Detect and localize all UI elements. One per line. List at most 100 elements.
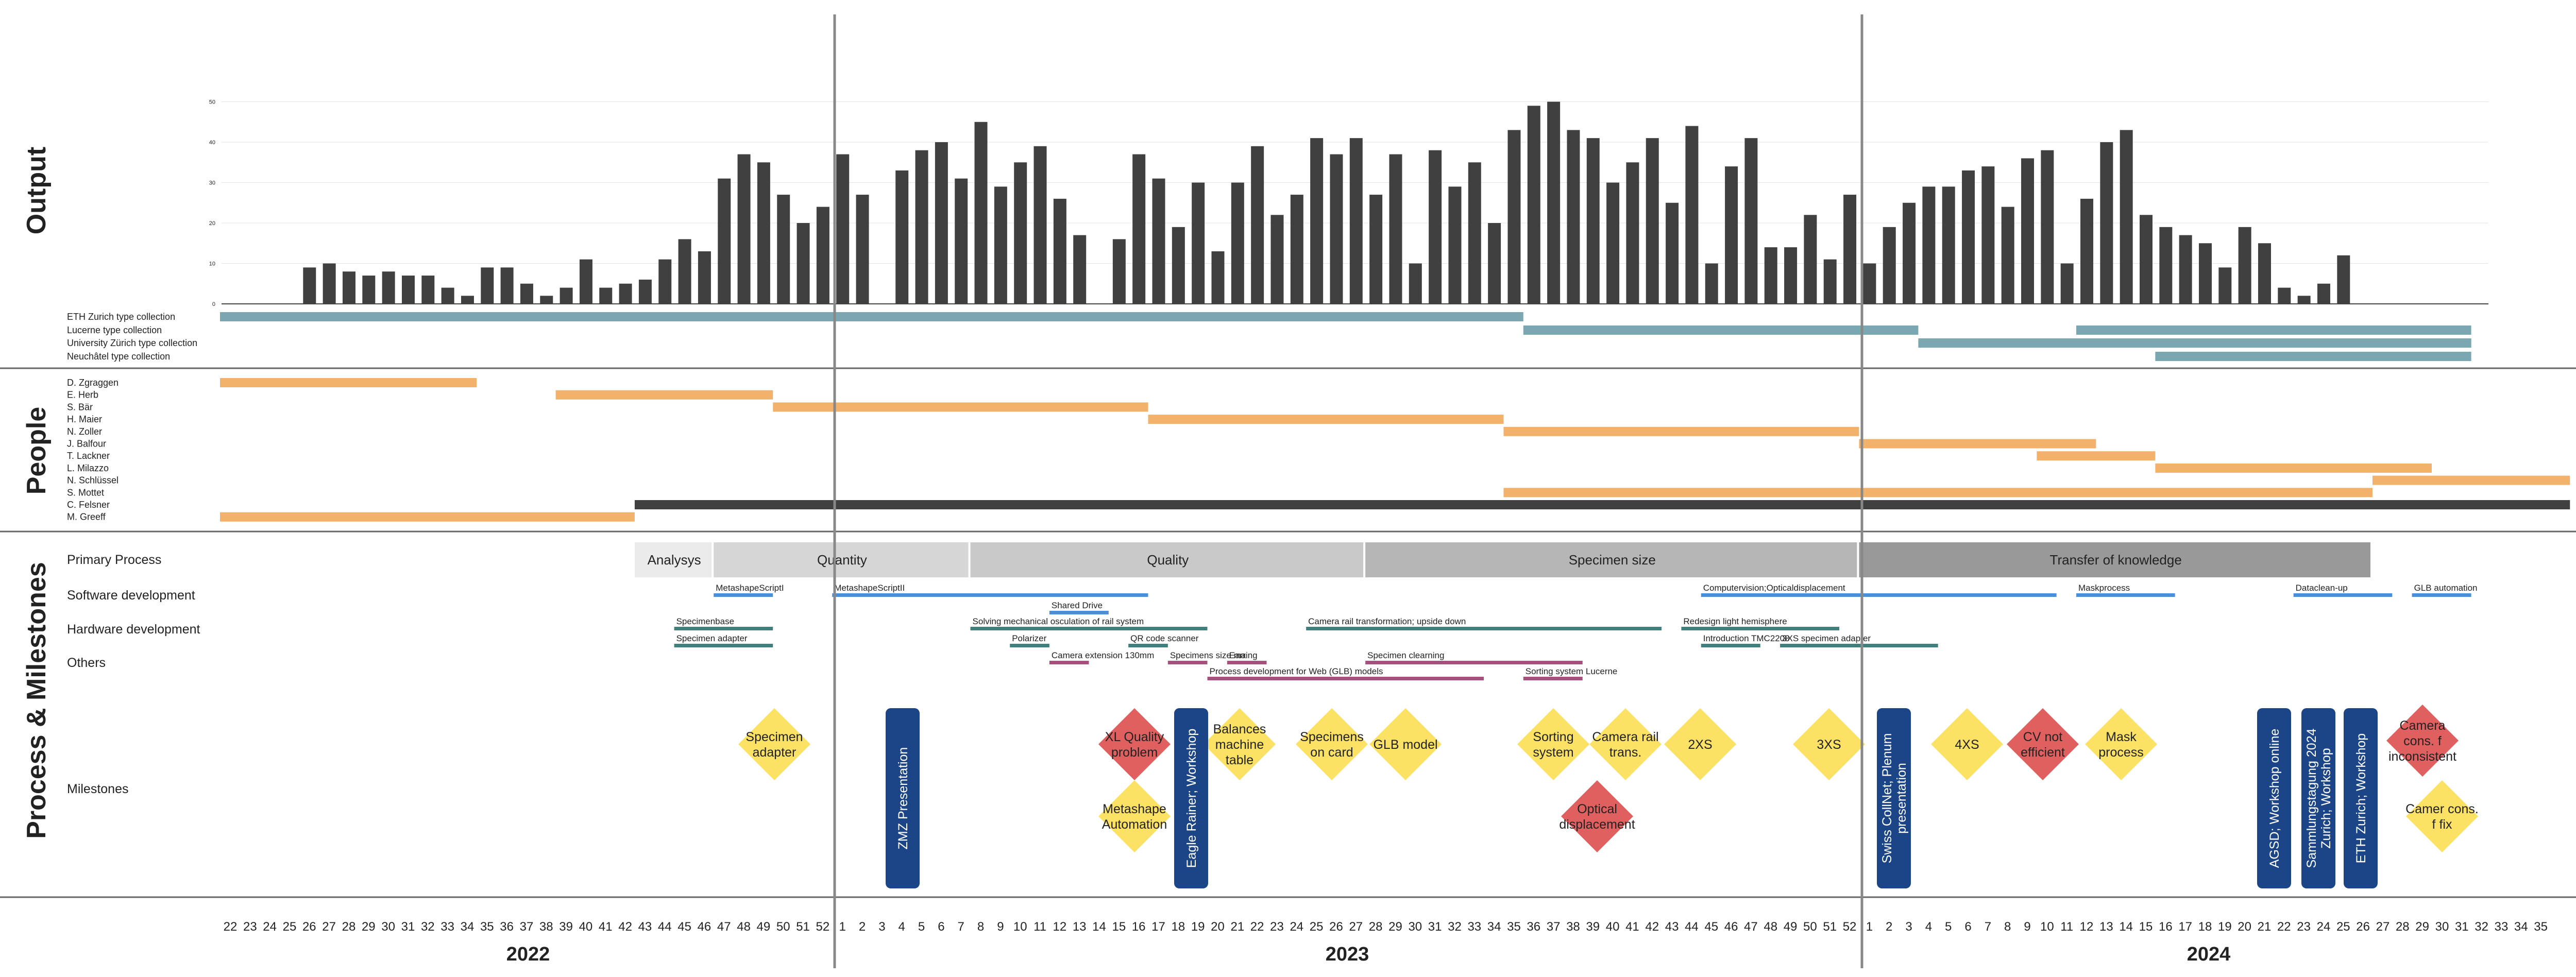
collection-bar <box>2076 338 2471 348</box>
milestone: 3XS <box>1793 708 1865 780</box>
output-bar <box>994 186 1007 304</box>
lane-label-milestones: Milestones <box>67 782 129 796</box>
person-tenure-bar <box>1148 415 1504 424</box>
output-bar <box>1922 186 1936 304</box>
output-bar <box>2238 227 2251 304</box>
milestone-label: XL Quality problem <box>1105 730 1164 760</box>
milestone: Specimen adapter <box>738 708 810 780</box>
task-label: Polarizer <box>1012 633 1046 643</box>
phase-block <box>1365 542 1857 577</box>
week-tick-label: 34 <box>2514 920 2528 934</box>
milestone: Specimens on card <box>1296 708 1368 780</box>
output-bar <box>1883 227 1896 304</box>
milestone-label: AGSD; Workshop online <box>2267 729 2282 868</box>
output-bar <box>1270 215 1284 304</box>
person-name: N. Zoller <box>67 426 102 437</box>
person-tenure-bar <box>773 402 1148 412</box>
output-bar <box>1468 162 1481 304</box>
output-bar <box>895 170 909 304</box>
phase-block <box>634 542 712 577</box>
output-bar <box>382 271 395 304</box>
milestone: Metashape Automation <box>1098 780 1171 852</box>
output-bar <box>1527 106 1540 304</box>
output-bar <box>2179 235 2192 304</box>
milestone: AGSD; Workshop online <box>2257 708 2291 888</box>
output-bar <box>1626 162 1639 304</box>
milestone-label: Metashape Automation <box>1102 802 1167 832</box>
output-bar <box>974 122 988 304</box>
milestone-event-pill <box>2344 708 2378 888</box>
milestone-label: 3XS <box>1817 738 1841 752</box>
output-bar <box>777 195 790 304</box>
person-tenure-bar <box>220 378 477 387</box>
task-bar <box>1365 661 1583 664</box>
phase-label: Quality <box>1147 552 1189 568</box>
week-tick-label: 46 <box>698 920 711 934</box>
output-bar <box>481 267 494 304</box>
task-label: Computervision;Opticaldisplacement <box>1703 583 1845 593</box>
task-label: Sorting system Lucerne <box>1526 666 1618 676</box>
milestone: Eagle Rainer; Workshop <box>1174 708 1208 888</box>
week-tick-label: 17 <box>1151 920 1165 934</box>
week-tick-label: 5 <box>1945 920 1952 934</box>
task-label: Camera rail transformation; upside down <box>1308 616 1466 626</box>
week-tick-label: 38 <box>1566 920 1580 934</box>
year-label-2024: 2024 <box>2187 944 2231 965</box>
week-tick-label: 45 <box>677 920 691 934</box>
week-tick-label: 18 <box>2198 920 2212 934</box>
person-tenure-bar <box>1859 439 2096 449</box>
week-tick-label: 34 <box>1487 920 1501 934</box>
week-tick-label: 40 <box>1606 920 1620 934</box>
milestone-event-pill <box>2257 708 2291 888</box>
milestone-diamond <box>2085 708 2157 780</box>
milestone-diamond <box>1589 708 1662 780</box>
output-bar <box>718 178 731 304</box>
output-bar <box>1586 138 1600 304</box>
milestone-event-pill <box>886 708 920 888</box>
week-tick-label: 12 <box>2080 920 2094 934</box>
week-tick-label: 26 <box>302 920 316 934</box>
output-bar <box>461 296 474 304</box>
milestone-label: Swiss CollNet; Plenumpresentation <box>1880 733 1909 864</box>
week-tick-label: 22 <box>2277 920 2291 934</box>
person-name: T. Lackner <box>67 451 110 461</box>
output-bar <box>520 283 533 304</box>
person-name: S. Bär <box>67 402 93 412</box>
output-bar <box>303 267 316 304</box>
task-bar <box>2076 593 2175 597</box>
task-bar <box>1681 627 1840 630</box>
milestone-label: Camera rail trans. <box>1592 730 1658 760</box>
output-bar <box>836 154 850 304</box>
person-name: S. Mottet <box>67 487 104 498</box>
week-tick-label: 31 <box>1428 920 1442 934</box>
week-tick-label: 29 <box>2415 920 2429 934</box>
milestone: 4XS <box>1931 708 2003 780</box>
week-tick-label: 7 <box>958 920 964 934</box>
output-bar <box>2140 215 2153 304</box>
milestones-layer: Specimen adapter XL Quality problem Metashap… <box>738 705 2479 888</box>
y-tick-label: 0 <box>212 301 215 307</box>
week-tick-label: 4 <box>899 920 905 934</box>
person-name: N. Schlüssel <box>67 475 118 486</box>
output-bar <box>2041 150 2054 304</box>
collection-bar <box>2076 325 2471 335</box>
week-tick-label: 38 <box>539 920 553 934</box>
task-label: QR code scanner <box>1130 633 1199 643</box>
week-tick-label: 34 <box>461 920 474 934</box>
person-tenure-bar <box>2037 451 2156 461</box>
week-tick-label: 29 <box>362 920 376 934</box>
week-tick-label: 51 <box>796 920 810 934</box>
lane-label-primary-process: Primary Process <box>67 553 161 567</box>
task-label: MetashapeScriptII <box>834 583 905 593</box>
person-name: H. Maier <box>67 414 102 424</box>
milestone-diamond <box>1931 708 2003 780</box>
week-tick-label: 6 <box>1964 920 1971 934</box>
week-tick-label: 2 <box>1886 920 1892 934</box>
person-tenure-bar <box>220 512 635 522</box>
week-tick-label: 30 <box>1408 920 1422 934</box>
output-bar <box>401 276 415 304</box>
phase-label: Specimen size <box>1569 552 1656 568</box>
phase-label: Transfer of knowledge <box>2050 552 2182 568</box>
y-tick-label: 40 <box>209 140 215 146</box>
output-bar <box>560 287 573 304</box>
